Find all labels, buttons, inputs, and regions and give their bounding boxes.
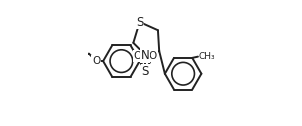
- Text: N: N: [141, 49, 150, 62]
- Text: O: O: [134, 51, 142, 61]
- Text: O: O: [149, 51, 157, 61]
- Text: S: S: [136, 15, 143, 29]
- Text: S: S: [142, 65, 149, 78]
- Text: CH₃: CH₃: [199, 52, 216, 61]
- Text: O: O: [92, 56, 100, 66]
